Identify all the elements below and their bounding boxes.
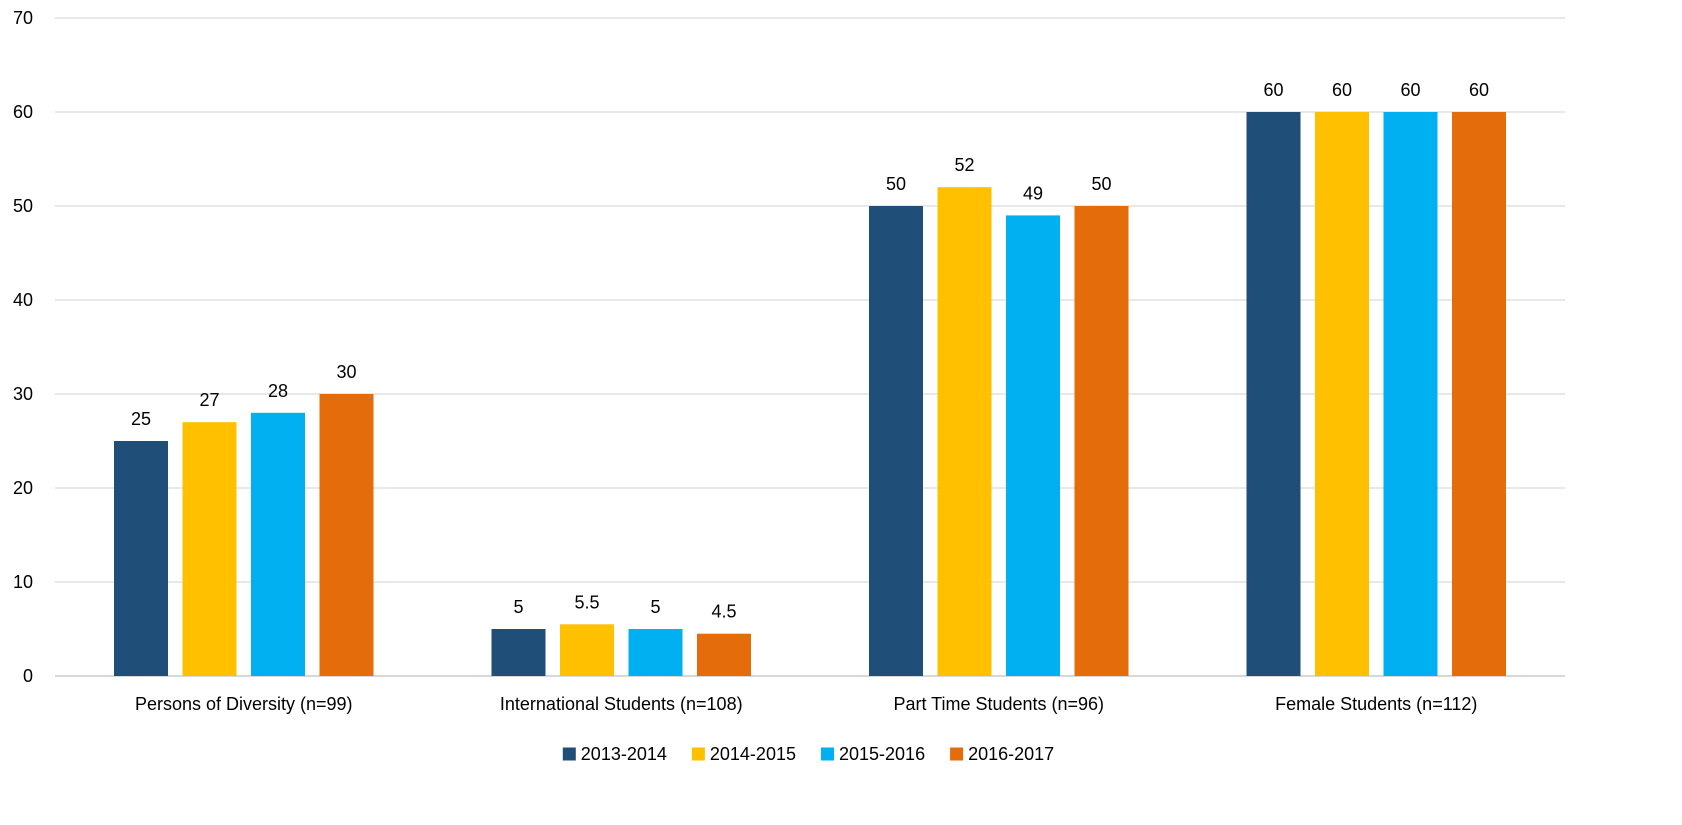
legend-label: 2016-2017 [968,744,1054,764]
bar [869,206,923,676]
bar [1383,112,1438,676]
bar [628,629,683,676]
x-tick-label: Persons of Diversity (n=99) [135,694,353,714]
y-tick-label: 40 [13,290,33,310]
y-tick-label: 30 [13,384,33,404]
bar [251,412,305,676]
data-label: 5 [513,597,523,617]
bar [182,422,237,676]
legend-swatch [691,747,705,761]
data-label: 4.5 [711,602,736,622]
y-axis-ticks: 0 10 20 30 40 50 60 70 [13,8,33,686]
legend-item-2016-2017: 2016-2017 [950,744,1054,764]
x-tick-label: Female Students (n=112) [1275,694,1477,714]
data-label: 50 [886,174,906,194]
bar [560,624,614,676]
legend-swatch [950,747,964,761]
data-label: 52 [954,155,974,175]
bar [1074,206,1129,676]
data-label: 60 [1469,80,1489,100]
bar [319,394,374,676]
x-tick-label: International Students (n=108) [500,694,743,714]
data-label: 60 [1263,80,1283,100]
bar [1246,112,1301,676]
legend-swatch [821,747,834,761]
y-tick-label: 50 [13,196,33,216]
legend-label: 2013-2014 [581,744,667,764]
bars [114,112,1506,676]
bar [937,187,992,676]
legend-swatch [562,747,576,761]
data-label: 49 [1023,183,1043,203]
y-tick-label: 60 [13,102,33,122]
y-tick-label: 20 [13,478,33,498]
bar [114,441,168,676]
data-label: 28 [268,381,288,401]
data-label: 27 [199,390,219,410]
bar [491,629,546,676]
x-tick-label: Part Time Students (n=96) [893,694,1104,714]
legend-item-2014-2015: 2014-2015 [691,744,796,764]
y-tick-label: 0 [23,666,33,686]
legend-item-2013-2014: 2013-2014 [562,744,667,764]
y-tick-label: 10 [13,572,33,592]
data-labels: 25 27 28 30 5 5.5 5 4.5 50 52 49 50 60 60 60 60 [131,80,1489,622]
bar [1315,112,1369,676]
data-label: 60 [1400,80,1420,100]
data-label: 25 [131,409,151,429]
legend-label: 2014-2015 [710,744,796,764]
legend: 2013-2014 2014-2015 2015-2016 2016-2017 [562,744,1054,764]
gridlines [55,17,1565,677]
data-label: 30 [336,362,356,382]
data-label: 5 [650,597,660,617]
data-label: 60 [1332,80,1352,100]
data-label: 50 [1091,174,1111,194]
y-tick-label: 70 [13,8,33,28]
bar [1452,112,1506,676]
bar [1006,215,1060,676]
bar [697,633,751,676]
data-label: 5.5 [574,592,599,612]
legend-label: 2015-2016 [839,744,925,764]
legend-item-2015-2016: 2015-2016 [821,744,925,764]
x-axis-ticks: Persons of Diversity (n=99) International… [135,694,1477,714]
